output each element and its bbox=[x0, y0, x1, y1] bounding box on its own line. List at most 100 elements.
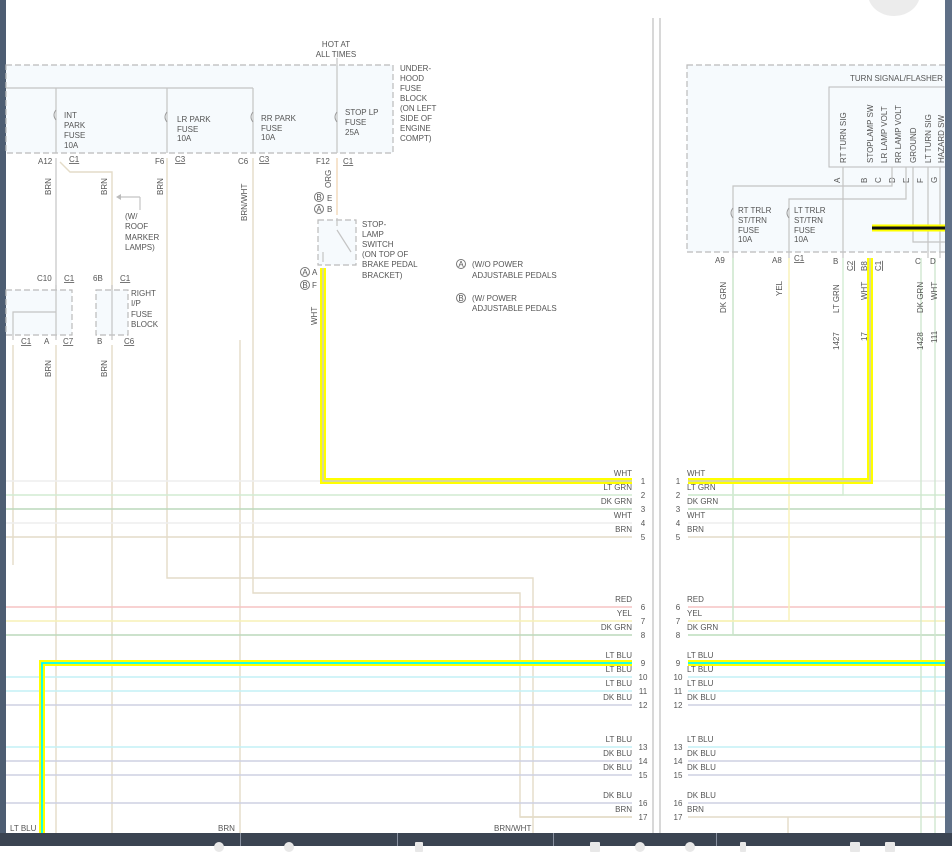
row-color-right: LT BLU bbox=[687, 651, 714, 660]
svg-text:DK GRN: DK GRN bbox=[916, 282, 925, 313]
svg-text:B: B bbox=[860, 178, 869, 183]
svg-text:F12: F12 bbox=[316, 157, 330, 166]
legend-a: A (W/O POWER ADJUSTABLE PEDALS bbox=[456, 259, 557, 280]
svg-text:INT: INT bbox=[64, 111, 77, 120]
row-color-right: WHT bbox=[687, 469, 705, 478]
svg-text:FUSE: FUSE bbox=[261, 124, 282, 133]
row-color-left: DK BLU bbox=[603, 749, 632, 758]
svg-text:C1: C1 bbox=[343, 157, 354, 166]
highlighted-wht-circuit-left[interactable] bbox=[320, 268, 632, 484]
svg-text:25A: 25A bbox=[345, 128, 360, 137]
svg-text:ROOF: ROOF bbox=[125, 222, 148, 231]
svg-text:(ON LEFT: (ON LEFT bbox=[400, 104, 437, 113]
svg-text:LR LAMP VOLT: LR LAMP VOLT bbox=[880, 106, 889, 163]
row-color-left: BRN bbox=[615, 805, 632, 814]
row-color-right: DK BLU bbox=[687, 763, 716, 772]
svg-text:B: B bbox=[316, 193, 321, 202]
toolbar-button-icon[interactable] bbox=[590, 842, 600, 852]
bottom-wire-labels: LT BLU BRN BRN/WHT bbox=[10, 824, 531, 833]
pin-number-left: 7 bbox=[641, 617, 646, 626]
svg-text:BRN/WHT: BRN/WHT bbox=[494, 824, 531, 833]
svg-text:DK GRN: DK GRN bbox=[719, 282, 728, 313]
switch-output-pins: A A B F bbox=[300, 267, 318, 290]
stop-lamp-switch-label: STOP- LAMP SWITCH (ON TOP OF BRAKE PEDAL… bbox=[362, 220, 418, 280]
row-color-right: DK BLU bbox=[687, 693, 716, 702]
row-color-left: BRN bbox=[615, 525, 632, 534]
toolbar-button-icon[interactable] bbox=[850, 842, 860, 852]
svg-text:BRACKET): BRACKET) bbox=[362, 271, 403, 280]
svg-text:A: A bbox=[833, 177, 842, 183]
svg-text:RR PARK: RR PARK bbox=[261, 114, 297, 123]
svg-text:C7: C7 bbox=[63, 337, 74, 346]
switch-input-pins: B E A B bbox=[314, 192, 332, 214]
underhood-fuse-block-label: UNDER- HOOD FUSE BLOCK (ON LEFT SIDE OF … bbox=[400, 64, 437, 143]
row-color-left: LT BLU bbox=[606, 651, 633, 660]
wire-color-label: BRN bbox=[100, 360, 109, 377]
toolbar-divider bbox=[240, 833, 241, 846]
rt-trlr-fuse: RT TRLR ST/TRN FUSE 10A A9 bbox=[715, 206, 772, 265]
toolbar-button-icon[interactable] bbox=[284, 842, 294, 852]
turn-signal-flasher-module bbox=[686, 64, 952, 253]
row-color-right: DK BLU bbox=[687, 749, 716, 758]
svg-text:10A: 10A bbox=[64, 141, 79, 150]
svg-text:C1: C1 bbox=[69, 155, 80, 164]
dk-grn-wire bbox=[688, 258, 734, 636]
toolbar-button-icon[interactable] bbox=[214, 842, 224, 852]
row-color-left: LT GRN bbox=[603, 483, 632, 492]
toolbar-button-icon[interactable] bbox=[415, 842, 423, 852]
module-internal-wires bbox=[732, 167, 952, 258]
left-scroll-edge bbox=[0, 0, 6, 833]
row-color-left: LT BLU bbox=[606, 735, 633, 744]
pin-number-left: 9 bbox=[641, 659, 646, 668]
svg-text:10A: 10A bbox=[261, 133, 276, 142]
svg-text:B: B bbox=[833, 257, 838, 266]
row-color-left: LT BLU bbox=[606, 665, 633, 674]
svg-text:HAZARD SW: HAZARD SW bbox=[937, 115, 946, 163]
svg-text:A: A bbox=[458, 260, 464, 269]
row-color-left: DK BLU bbox=[603, 763, 632, 772]
top-round-button[interactable] bbox=[868, 0, 920, 16]
fuse-icon bbox=[730, 207, 790, 219]
pin-number-right: 13 bbox=[674, 743, 683, 752]
row-color-right: RED bbox=[687, 595, 704, 604]
wire-color-label: BRN bbox=[100, 178, 109, 195]
svg-text:RIGHT: RIGHT bbox=[131, 289, 156, 298]
svg-text:FUSE: FUSE bbox=[794, 226, 815, 235]
lt-trlr-fuse: LT TRLR ST/TRN FUSE 10A A8 C1 bbox=[772, 206, 826, 265]
svg-text:MARKER: MARKER bbox=[125, 233, 159, 242]
svg-text:PARK: PARK bbox=[64, 121, 86, 130]
svg-text:STOP-: STOP- bbox=[362, 220, 387, 229]
highlighted-wht-circuit-right[interactable] bbox=[688, 258, 873, 484]
highlighted-ltblu-circuit-left[interactable] bbox=[39, 660, 632, 833]
right-scroll-edge bbox=[945, 0, 952, 833]
row-color-right: BRN bbox=[687, 525, 704, 534]
toolbar-button-icon[interactable] bbox=[740, 842, 746, 852]
svg-text:111: 111 bbox=[930, 330, 939, 343]
pin-number-right: 15 bbox=[674, 771, 683, 780]
row-color-right: LT BLU bbox=[687, 735, 714, 744]
svg-text:ST/TRN: ST/TRN bbox=[738, 216, 767, 225]
toolbar-button-icon[interactable] bbox=[635, 842, 645, 852]
pin-number-right: 11 bbox=[674, 687, 683, 696]
svg-text:FUSE: FUSE bbox=[131, 310, 152, 319]
svg-text:LT TRLR: LT TRLR bbox=[794, 206, 826, 215]
svg-text:C1: C1 bbox=[794, 254, 805, 263]
outgoing-wires bbox=[920, 258, 936, 833]
pin-number-left: 11 bbox=[639, 687, 648, 696]
svg-text:ENGINE: ENGINE bbox=[400, 124, 431, 133]
svg-text:D: D bbox=[930, 257, 936, 266]
toolbar-button-icon[interactable] bbox=[685, 842, 695, 852]
toolbar-button-icon[interactable] bbox=[885, 842, 895, 852]
svg-text:BRAKE PEDAL: BRAKE PEDAL bbox=[362, 260, 418, 269]
pin-number-right: 1 bbox=[676, 477, 681, 486]
row-color-right: WHT bbox=[687, 511, 705, 520]
svg-text:ADJUSTABLE PEDALS: ADJUSTABLE PEDALS bbox=[472, 271, 557, 280]
svg-text:HOT AT: HOT AT bbox=[322, 40, 350, 49]
lower-block-labels: C10 C1 C1 A C7 bbox=[21, 274, 75, 346]
svg-text:10A: 10A bbox=[738, 235, 753, 244]
pin-number-left: 4 bbox=[641, 519, 646, 528]
yel-wire bbox=[688, 258, 790, 622]
module-pin-box bbox=[828, 86, 952, 168]
